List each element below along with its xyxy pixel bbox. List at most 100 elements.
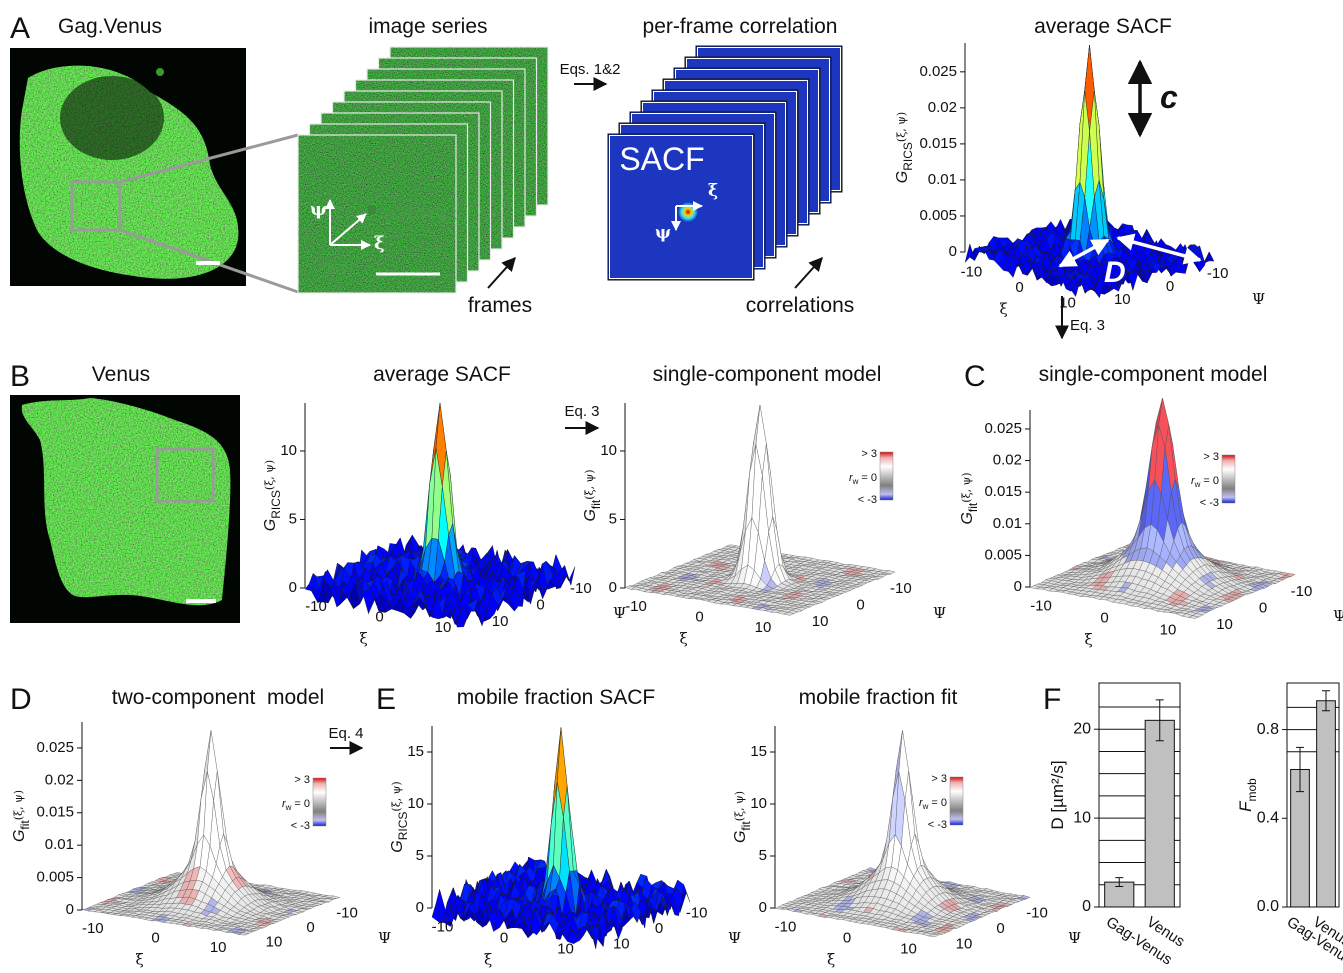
- x-tick-label: 0: [695, 608, 703, 625]
- colorbar-label: rw = 0: [1191, 475, 1219, 489]
- x-tick-label: 10: [557, 941, 574, 958]
- z-tick-label: 5: [289, 510, 297, 527]
- label-subscript: RICS: [269, 490, 283, 519]
- colorbar-label: > 3: [861, 448, 877, 460]
- z-axis-label: GRICS(ξ, ψ): [389, 781, 410, 852]
- label-symbol: G: [959, 512, 976, 524]
- colorbar-label: rw = 0: [282, 798, 310, 812]
- y-tick-label: 0: [856, 596, 864, 613]
- correlation-annotation: SACF ξ ψ: [619, 141, 718, 243]
- z-tick-label: 0: [289, 579, 297, 596]
- label-arguments: (ξ, ψ): [263, 460, 276, 490]
- y-tick-label: 10: [1216, 616, 1233, 633]
- x-tick-label: -10: [432, 918, 454, 935]
- z-tick-label: 0.01: [928, 171, 957, 188]
- z-tick-label: 5: [416, 847, 424, 864]
- annotation: Eq. 4: [328, 725, 363, 742]
- y-axis-label: Ψ: [933, 604, 946, 622]
- x-tick-label: -10: [625, 598, 647, 615]
- z-tick-label: 0.02: [45, 771, 74, 788]
- x-axis-label: ξ: [680, 630, 688, 648]
- z-axis-label: Gfit(ξ, ψ): [582, 469, 603, 521]
- nucleus: [60, 76, 164, 160]
- label-symbol: G: [894, 171, 911, 183]
- y-tick-label: -10: [336, 904, 358, 921]
- y-tick-label: 0: [1166, 278, 1174, 295]
- label-arguments: (ξ, ψ): [960, 472, 973, 502]
- spot: [156, 68, 164, 76]
- label-symbol: G: [582, 509, 599, 521]
- correlation-edge: [609, 135, 753, 279]
- x-tick-label: -10: [305, 598, 327, 615]
- panel-title: average SACF: [373, 363, 511, 386]
- z-tick-label: 15: [407, 743, 424, 760]
- shift-arrow: [329, 213, 367, 246]
- annotation: Eqs. 1&2: [560, 61, 621, 78]
- z-tick-label: 0: [949, 243, 957, 260]
- z-tick-label: 0.02: [993, 452, 1022, 469]
- annotation: frames: [468, 294, 532, 317]
- label-subscript: RICS: [901, 142, 915, 171]
- y-axis-label: Ψ: [1252, 290, 1265, 308]
- surface-cell: [1085, 288, 1095, 293]
- y-tick-label: 10: [613, 935, 630, 952]
- z-tick-label: 0.015: [919, 135, 957, 152]
- z-tick-label: 0: [609, 579, 617, 596]
- annotation: Eq. 3: [564, 403, 599, 420]
- panel-label: D: [10, 683, 32, 716]
- z-tick-label: 0: [416, 899, 424, 916]
- zoom-line: [119, 133, 299, 184]
- colorbar: [1221, 454, 1236, 504]
- label-subscript: RICS: [396, 812, 410, 841]
- label-arguments: (ξ, ψ): [583, 469, 596, 499]
- panel-title: image series: [368, 15, 487, 38]
- annotation: SACF: [619, 141, 704, 177]
- x-tick-label: 10: [1059, 294, 1076, 311]
- x-tick-label: 10: [210, 939, 227, 956]
- panel-title: per-frame correlation: [643, 15, 838, 38]
- pixel-label: I(x,y): [318, 259, 354, 276]
- z-axis-label: GRICS(ξ, ψ): [894, 112, 915, 183]
- z-tick-label: 0.005: [984, 546, 1022, 563]
- surface-cell: [783, 612, 795, 616]
- colorbar: [312, 777, 327, 827]
- image-stack: [297, 46, 549, 294]
- colorbar-label: > 3: [294, 774, 310, 786]
- panel-title: single-component model: [1039, 363, 1268, 386]
- roi-box: [70, 180, 122, 232]
- x-tick-label: -10: [1030, 598, 1052, 615]
- x-tick-label: 0: [151, 929, 159, 946]
- surface-cell: [463, 604, 475, 627]
- pixel-label: I(x+ξ,y+ψ,t): [380, 206, 462, 223]
- axis-label: ψ: [655, 223, 671, 243]
- y-axis-label: Ψ: [613, 604, 626, 622]
- y-tick-label: -10: [1291, 583, 1313, 600]
- label-subscript: fit: [589, 499, 603, 509]
- panel-label: A: [10, 12, 30, 45]
- x-tick-label: -10: [961, 264, 983, 281]
- panel-label: B: [10, 360, 30, 393]
- label-symbol: G: [262, 519, 279, 531]
- z-tick-label: 0.02: [928, 99, 957, 116]
- colorbar-label: < -3: [1200, 497, 1219, 509]
- stack-annotation: ξ ψ I(x,y) I(x+ξ,y+ψ,t): [310, 199, 462, 276]
- panel-title: single-component model: [653, 363, 882, 386]
- y-tick-label: 0: [655, 920, 663, 937]
- panel-title: average SACF: [1034, 15, 1172, 38]
- z-tick-label: 0.025: [919, 63, 957, 80]
- label-text: = 0: [1203, 475, 1219, 487]
- z-tick-label: 0: [1014, 578, 1022, 595]
- x-axis-label: ξ: [136, 951, 144, 969]
- y-tick-label: -10: [890, 580, 912, 597]
- z-axis-label: Gfit(ξ, ψ): [11, 790, 32, 842]
- label-subscript: w: [852, 477, 859, 486]
- pixel: [368, 206, 376, 214]
- label-text: = 0: [294, 798, 310, 810]
- z-tick-label: 5: [609, 510, 617, 527]
- label-arguments: (ξ, ψ): [895, 112, 908, 142]
- label-symbol: r: [849, 472, 854, 484]
